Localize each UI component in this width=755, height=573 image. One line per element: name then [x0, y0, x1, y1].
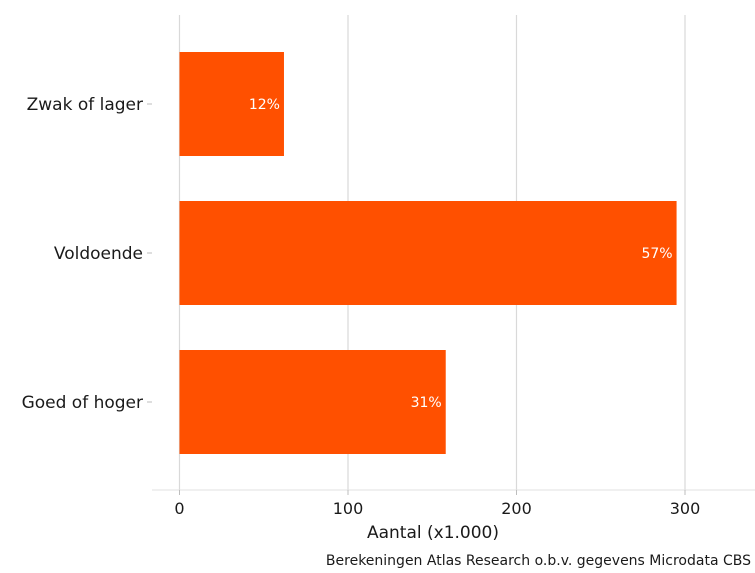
- x-tick-label: 200: [501, 499, 532, 518]
- bar-value-label: 57%: [641, 246, 672, 262]
- y-axis: Zwak of lager Voldoende Goed of hoger: [22, 95, 152, 413]
- y-tick-label: Zwak of lager: [27, 95, 143, 115]
- bar-voldoende: [179, 201, 677, 305]
- y-tick-label: Goed of hoger: [22, 393, 143, 413]
- x-tick-label: 0: [174, 499, 184, 518]
- bar-goed-of-hoger: [179, 350, 446, 454]
- x-tick-label: 100: [333, 499, 364, 518]
- chart-caption: Berekeningen Atlas Research o.b.v. gegev…: [326, 553, 751, 569]
- x-axis-title: Aantal (x1.000): [367, 523, 499, 543]
- x-tick-label: 300: [670, 499, 701, 518]
- y-tick-label: Voldoende: [54, 244, 143, 264]
- bar-value-label: 31%: [411, 395, 442, 411]
- bars: [179, 52, 677, 454]
- bar-labels: 12% 57% 31%: [249, 97, 673, 411]
- x-axis: 0 100 200 300: [152, 489, 755, 518]
- bar-value-label: 12%: [249, 97, 280, 113]
- bar-zwak-of-lager: [179, 52, 284, 156]
